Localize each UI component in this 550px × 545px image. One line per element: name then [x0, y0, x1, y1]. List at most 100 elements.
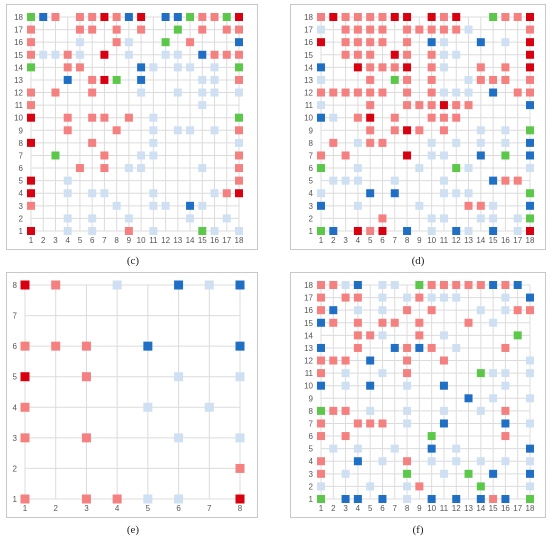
x-tick-label: 6: [380, 236, 385, 245]
y-tick-label: 3: [13, 434, 18, 443]
x-tick-label: 13: [464, 236, 473, 245]
marker-dark-red: [526, 38, 534, 47]
marker-light-red: [20, 402, 30, 412]
marker-dark-red: [353, 227, 362, 235]
x-tick-label: 3: [84, 504, 89, 513]
y-tick-label: 4: [19, 189, 24, 198]
marker-dark-red: [27, 176, 35, 185]
marker-dark-red: [20, 280, 30, 290]
y-tick-label: 10: [304, 114, 313, 123]
marker-light-blue: [501, 306, 510, 315]
marker-light-blue: [124, 214, 133, 223]
marker-light-blue: [476, 214, 485, 223]
marker-dark-blue: [452, 495, 461, 503]
x-tick-label: 4: [115, 504, 120, 513]
marker-light-red: [526, 25, 534, 34]
marker-light-blue: [427, 151, 436, 160]
marker-light-blue: [161, 201, 170, 210]
marker-light-red: [186, 38, 195, 47]
x-tick-label: 15: [198, 236, 207, 245]
marker-green: [317, 164, 325, 173]
x-tick-label: 11: [440, 504, 449, 513]
marker-light-red: [81, 341, 91, 351]
marker-light-red: [427, 281, 436, 289]
marker-light-blue: [63, 189, 72, 198]
marker-light-red: [88, 75, 97, 84]
marker-light-red: [27, 88, 35, 97]
marker-dark-blue: [63, 75, 72, 84]
x-tick-label: 17: [513, 236, 522, 245]
marker-light-blue: [88, 214, 97, 223]
x-tick-label: 7: [393, 504, 398, 513]
marker-light-blue: [173, 63, 182, 72]
marker-light-blue: [526, 419, 534, 428]
marker-light-blue: [439, 469, 448, 478]
marker-dark-blue: [439, 419, 448, 428]
marker-light-red: [439, 356, 448, 365]
marker-light-blue: [186, 63, 195, 72]
x-tick-label: 12: [452, 236, 461, 245]
marker-light-red: [20, 433, 30, 443]
x-tick-label: 10: [427, 504, 436, 513]
marker-dark-blue: [353, 495, 362, 503]
marker-light-blue: [366, 406, 375, 415]
marker-light-red: [501, 432, 510, 441]
marker-light-red: [427, 113, 436, 122]
marker-light-red: [464, 318, 473, 327]
y-tick-label: 5: [19, 177, 24, 186]
y-tick-label: 1: [19, 227, 24, 236]
marker-green: [161, 38, 170, 47]
marker-light-blue: [317, 482, 325, 491]
marker-light-red: [378, 25, 387, 34]
marker-dark-blue: [489, 281, 498, 289]
marker-light-blue: [439, 189, 448, 198]
x-tick-label: 9: [417, 504, 422, 513]
marker-dark-blue: [501, 419, 510, 428]
y-tick-label: 3: [309, 470, 314, 479]
marker-light-blue: [452, 189, 461, 198]
y-tick-label: 14: [304, 331, 313, 340]
marker-light-red: [501, 63, 510, 72]
y-tick-label: 10: [14, 114, 23, 123]
marker-dark-blue: [317, 343, 325, 352]
marker-light-red: [366, 88, 375, 97]
marker-light-red: [353, 50, 362, 59]
marker-light-red: [427, 343, 436, 352]
marker-light-red: [317, 432, 325, 441]
marker-dark-red: [329, 13, 338, 21]
marker-dark-red: [427, 13, 436, 21]
marker-light-red: [27, 25, 35, 34]
x-tick-label: 12: [452, 504, 461, 513]
marker-green: [198, 227, 207, 235]
y-tick-label: 9: [19, 126, 24, 135]
marker-light-red: [439, 281, 448, 289]
marker-light-red: [415, 126, 424, 135]
y-tick-label: 5: [309, 177, 314, 186]
marker-light-red: [403, 50, 412, 59]
marker-light-red: [112, 25, 121, 34]
marker-light-blue: [427, 457, 436, 466]
marker-light-blue: [210, 227, 219, 235]
marker-light-red: [341, 13, 350, 21]
marker-light-blue: [378, 306, 387, 315]
marker-green: [317, 406, 325, 415]
marker-light-red: [63, 63, 72, 72]
marker-light-blue: [476, 138, 485, 147]
marker-light-red: [439, 13, 448, 21]
marker-light-blue: [390, 444, 399, 453]
marker-light-blue: [378, 281, 387, 289]
y-tick-label: 17: [304, 26, 313, 35]
marker-light-blue: [204, 402, 214, 412]
marker-light-blue: [366, 482, 375, 491]
marker-green: [489, 13, 498, 21]
marker-dark-red: [366, 113, 375, 122]
marker-light-red: [526, 306, 534, 315]
marker-light-blue: [415, 164, 424, 173]
marker-dark-red: [353, 63, 362, 72]
marker-green: [526, 189, 534, 198]
marker-light-red: [235, 463, 245, 473]
marker-light-blue: [378, 293, 387, 302]
marker-light-red: [75, 164, 84, 173]
marker-dark-blue: [353, 281, 362, 289]
